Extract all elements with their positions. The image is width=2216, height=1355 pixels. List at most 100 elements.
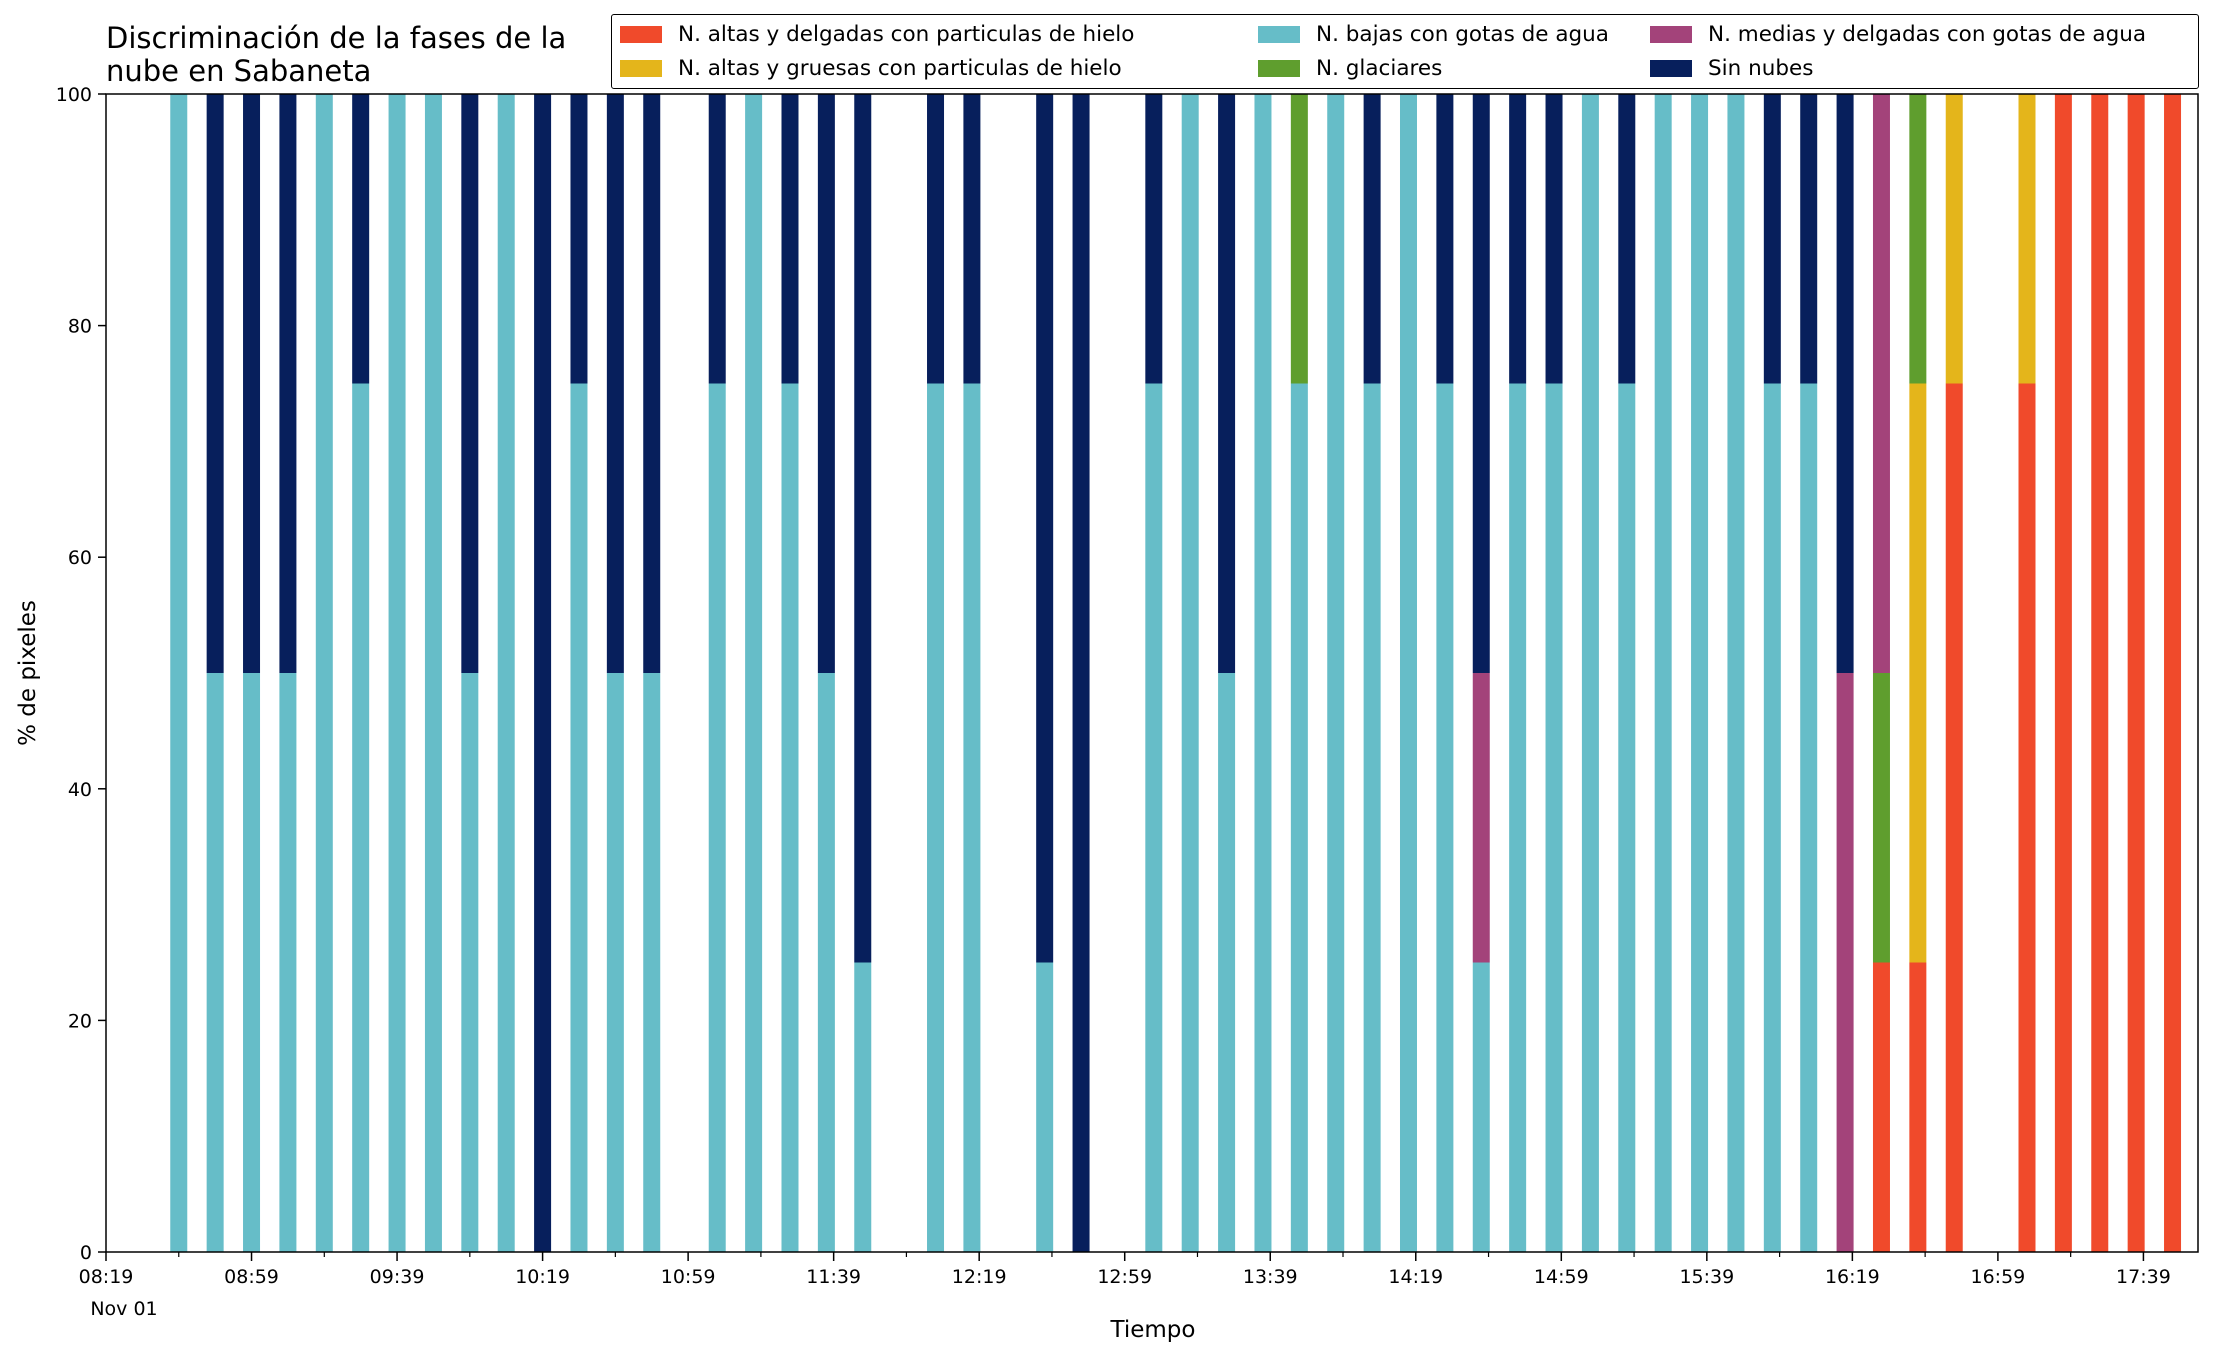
- bar-segment: [1472, 962, 1490, 1252]
- bar-segment: [1145, 94, 1163, 384]
- legend-item-sin-nubes: Sin nubes: [1650, 53, 1813, 83]
- bar-segment: [279, 94, 297, 673]
- legend-label: Sin nubes: [1708, 55, 1814, 81]
- bar-segment: [817, 673, 835, 1252]
- legend-item-glaciares: N. glaciares: [1258, 53, 1442, 83]
- bar-segment: [1909, 383, 1927, 963]
- bar-segment: [1036, 94, 1054, 963]
- bar-segment: [1581, 94, 1599, 1252]
- y-tick-label: 80: [68, 316, 92, 338]
- bar-segment: [461, 94, 479, 673]
- bar-segment: [206, 673, 224, 1252]
- legend-label: N. altas y gruesas con particulas de hie…: [678, 55, 1122, 81]
- y-tick-label: 0: [80, 1242, 92, 1264]
- x-tick-label: 10:19: [515, 1266, 570, 1288]
- bar-segment: [1327, 94, 1345, 1252]
- bar-segment: [1072, 94, 1090, 1252]
- x-tick-label: 09:39: [370, 1266, 425, 1288]
- x-tick-label: 17:39: [2116, 1266, 2171, 1288]
- legend-swatch: [1258, 25, 1300, 43]
- bar-segment: [1545, 94, 1563, 384]
- bar-segment: [1618, 94, 1636, 384]
- bar-segment: [1945, 94, 1963, 384]
- bar-segment: [388, 94, 406, 1252]
- bar-segment: [424, 94, 442, 1252]
- y-tick-label: 20: [68, 1010, 92, 1032]
- bar-segment: [206, 94, 224, 673]
- legend-swatch: [1650, 25, 1692, 43]
- bar-segment: [2054, 94, 2072, 1252]
- bar-segment: [1691, 94, 1709, 1252]
- bar-segment: [2018, 94, 2036, 384]
- bar-segment: [1218, 94, 1236, 673]
- x-tick-label: 14:19: [1388, 1266, 1443, 1288]
- bar-segment: [1836, 673, 1854, 1252]
- bar-segment: [1290, 94, 1308, 384]
- x-tick-label: 11:39: [806, 1266, 861, 1288]
- bar-segment: [1800, 383, 1818, 1252]
- bar-segment: [745, 94, 763, 1252]
- legend-label: N. glaciares: [1316, 55, 1443, 81]
- bar-segment: [243, 673, 261, 1252]
- bar-segment: [1763, 383, 1781, 1252]
- legend-item-altas-gruesas: N. altas y gruesas con particulas de hie…: [620, 53, 1122, 83]
- x-tick-label: 16:59: [1971, 1266, 2026, 1288]
- legend-swatch: [1650, 59, 1692, 77]
- bar-segment: [1436, 383, 1454, 1252]
- x-tick-label: 10:59: [661, 1266, 716, 1288]
- bar-segment: [497, 94, 515, 1252]
- y-tick-label: 100: [56, 84, 92, 106]
- bar-segment: [1909, 962, 1927, 1252]
- x-axis-label: Tiempo: [1110, 1317, 1196, 1343]
- legend-item-medias-delgadas: N. medias y delgadas con gotas de agua: [1650, 19, 2146, 49]
- chart-title: Discriminación de la fases de la nube en…: [106, 21, 567, 88]
- bar-segment: [1290, 383, 1308, 1252]
- bar-segment: [963, 94, 981, 384]
- bar-segment: [570, 383, 588, 1252]
- legend-label: N. altas y delgadas con particulas de hi…: [678, 21, 1135, 47]
- bar-segment: [1763, 94, 1781, 384]
- x-tick-label: 15:39: [1679, 1266, 1734, 1288]
- bar-segment: [854, 94, 872, 963]
- bar-segment: [1472, 673, 1490, 963]
- legend-item-bajas-gotas: N. bajas con gotas de agua: [1258, 19, 1609, 49]
- bar-segment: [1654, 94, 1672, 1252]
- bar-segment: [2164, 94, 2182, 1252]
- legend-swatch: [620, 25, 662, 43]
- x-tick-label: 13:39: [1243, 1266, 1298, 1288]
- legend-label: N. bajas con gotas de agua: [1316, 21, 1609, 47]
- bar-segment: [1436, 94, 1454, 384]
- y-tick-label: 40: [68, 779, 92, 801]
- legend-swatch: [620, 59, 662, 77]
- x-tick-label: 08:59: [224, 1266, 279, 1288]
- bar-segment: [643, 673, 661, 1252]
- bar-segment: [1509, 94, 1527, 384]
- x-date-label: Nov 01: [90, 1298, 158, 1320]
- bar-segment: [1036, 962, 1054, 1252]
- bar-segment: [534, 94, 552, 1252]
- bar-segment: [1181, 94, 1199, 1252]
- bar-segment: [1145, 383, 1163, 1252]
- bar-segment: [2091, 94, 2109, 1252]
- bar-segment: [279, 673, 297, 1252]
- bar-segment: [2018, 383, 2036, 1252]
- bar-segment: [1509, 383, 1527, 1252]
- bar-segment: [1727, 94, 1745, 1252]
- bar-segment: [606, 94, 624, 673]
- y-axis-label: % de pixeles: [15, 600, 41, 746]
- bar-segment: [1399, 94, 1417, 1252]
- bar-segment: [1872, 962, 1890, 1252]
- bar-segment: [2127, 94, 2145, 1252]
- bar-segment: [1363, 94, 1381, 384]
- bar-segment: [1218, 673, 1236, 1252]
- bar-segment: [1800, 94, 1818, 384]
- bar-segment: [352, 383, 370, 1252]
- bar-segment: [1872, 673, 1890, 963]
- bar-segment: [817, 94, 835, 673]
- bar-segment: [1472, 94, 1490, 673]
- legend-swatch: [1258, 59, 1300, 77]
- bar-segment: [170, 94, 188, 1252]
- legend-label: N. medias y delgadas con gotas de agua: [1708, 21, 2147, 47]
- x-tick-label: 12:19: [952, 1266, 1007, 1288]
- bar-segment: [570, 94, 588, 384]
